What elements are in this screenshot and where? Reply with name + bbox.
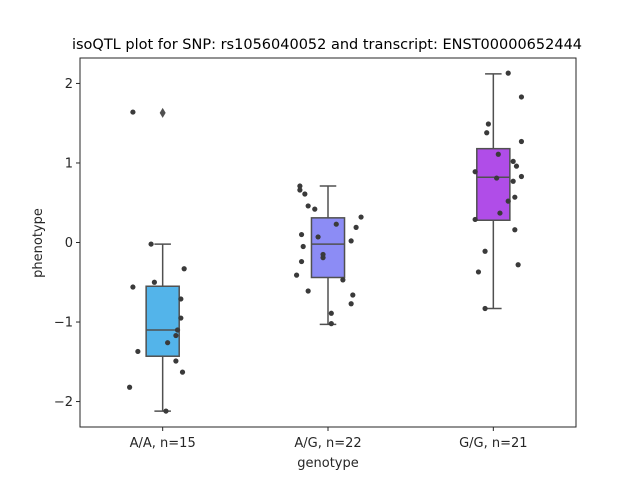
data-point xyxy=(340,277,346,283)
data-point xyxy=(130,109,136,115)
data-point xyxy=(178,315,184,321)
data-point xyxy=(350,292,356,298)
y-tick-label: −2 xyxy=(54,395,73,410)
data-point xyxy=(148,241,154,247)
data-point xyxy=(163,408,169,414)
y-tick-label: 2 xyxy=(65,77,73,92)
x-tick-label: A/G, n=22 xyxy=(294,436,361,451)
plot-area xyxy=(127,70,525,414)
data-point xyxy=(305,288,311,294)
data-point xyxy=(179,369,186,375)
data-point xyxy=(173,358,179,364)
data-point xyxy=(485,121,491,127)
data-point xyxy=(297,187,303,193)
y-tick-label: −1 xyxy=(54,316,73,331)
data-point xyxy=(293,272,300,278)
data-point xyxy=(505,198,511,204)
data-point xyxy=(302,191,308,197)
data-point xyxy=(518,173,525,180)
data-point xyxy=(181,266,187,272)
data-point xyxy=(300,243,306,250)
data-point xyxy=(320,255,326,261)
box xyxy=(145,285,180,357)
y-tick-label: 0 xyxy=(65,236,73,251)
data-point xyxy=(348,301,354,307)
y-tick-label: 1 xyxy=(65,156,73,171)
data-point xyxy=(472,169,478,175)
data-point xyxy=(510,178,516,184)
data-point xyxy=(127,384,133,390)
data-point xyxy=(475,269,482,275)
data-point xyxy=(353,224,359,230)
data-point xyxy=(298,231,305,238)
box-group xyxy=(127,107,187,414)
data-point xyxy=(482,305,488,312)
data-point xyxy=(328,310,334,316)
data-point xyxy=(315,234,321,240)
data-point xyxy=(497,210,503,216)
data-point xyxy=(358,214,364,220)
x-tick-label: A/A, n=15 xyxy=(130,436,196,451)
data-point xyxy=(518,138,525,145)
data-point xyxy=(328,321,334,327)
data-point xyxy=(174,327,181,333)
data-point xyxy=(512,227,518,233)
data-point xyxy=(482,248,488,254)
data-point xyxy=(484,130,490,136)
data-point xyxy=(130,284,136,290)
outlier-marker xyxy=(159,107,166,118)
data-point xyxy=(312,206,318,212)
x-tick-label: G/G, n=21 xyxy=(459,436,527,451)
data-point xyxy=(178,296,184,302)
data-point xyxy=(510,158,516,164)
box-group xyxy=(293,183,364,327)
data-point xyxy=(472,216,478,223)
y-axis-label: phenotype xyxy=(31,208,46,278)
data-point xyxy=(173,332,179,339)
data-point xyxy=(305,203,311,209)
data-point xyxy=(513,163,520,169)
chart-title: isoQTL plot for SNP: rs1056040052 and tr… xyxy=(72,37,582,53)
data-point xyxy=(518,94,525,100)
data-point xyxy=(515,262,521,268)
data-point xyxy=(298,258,305,265)
x-axis-label: genotype xyxy=(297,456,358,471)
box xyxy=(310,217,346,279)
x-axis: A/A, n=15 A/G, n=22 G/G, n=21 xyxy=(130,427,528,451)
y-axis: −2 −1 0 1 2 xyxy=(54,77,80,410)
data-point xyxy=(494,175,500,181)
data-point xyxy=(348,238,354,244)
data-point xyxy=(512,194,518,200)
data-point xyxy=(333,221,339,227)
box-group xyxy=(472,70,525,312)
data-point xyxy=(165,340,171,346)
data-point xyxy=(297,183,303,189)
data-point xyxy=(151,279,157,285)
data-point xyxy=(135,348,141,355)
box xyxy=(476,147,511,221)
data-point xyxy=(505,70,511,76)
data-point xyxy=(495,151,501,157)
